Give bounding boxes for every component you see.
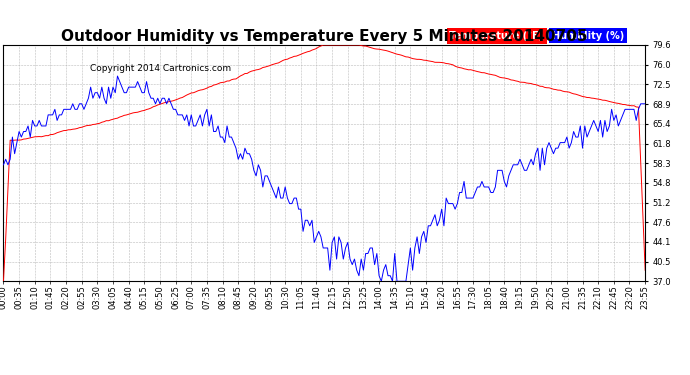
Text: Humidity (%): Humidity (%) — [552, 30, 624, 40]
Title: Outdoor Humidity vs Temperature Every 5 Minutes 20140705: Outdoor Humidity vs Temperature Every 5 … — [61, 29, 588, 44]
Text: Temperature (°F): Temperature (°F) — [449, 30, 544, 40]
Text: Copyright 2014 Cartronics.com: Copyright 2014 Cartronics.com — [90, 64, 231, 73]
